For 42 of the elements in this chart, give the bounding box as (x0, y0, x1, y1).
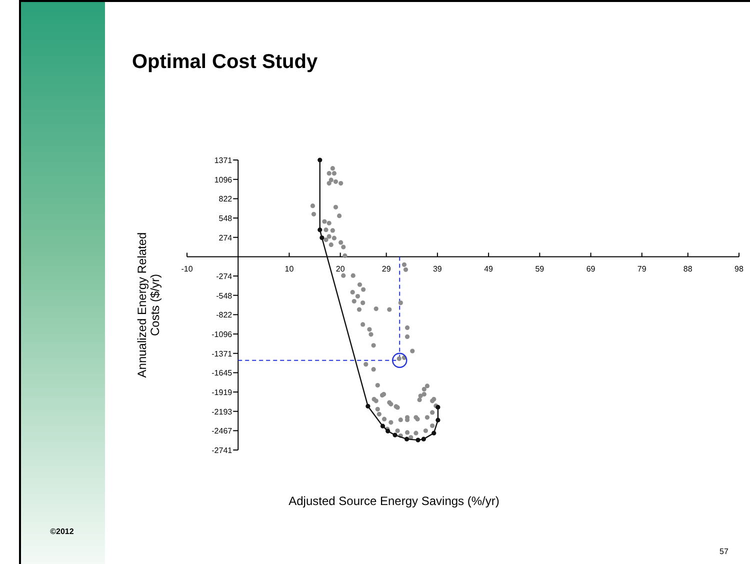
y-tick-label: -822 (216, 310, 233, 320)
y-tick-label: -1371 (212, 349, 233, 358)
point (318, 228, 322, 232)
x-tick-label: 59 (535, 264, 545, 274)
x-tick-label: -10 (181, 264, 194, 274)
x-tick-label: 88 (683, 264, 693, 274)
point (366, 404, 370, 409)
y-tick-label: 274 (218, 233, 233, 242)
y-tick-label: -2193 (212, 407, 233, 416)
y-tick-label: -548 (216, 291, 233, 300)
y-tick-label: -2741 (212, 446, 233, 455)
y-tick-label: -1919 (212, 388, 233, 398)
x-tick-label: 98 (734, 264, 744, 274)
point (380, 424, 386, 428)
x-tick-label: 69 (586, 264, 596, 274)
point (404, 436, 410, 442)
y-tick-label: -274 (216, 272, 233, 282)
chart-title: Optimal Cost Study (132, 51, 318, 73)
text: 57 (720, 547, 729, 556)
x-tick-label: 20 (336, 264, 346, 274)
x-tick-label: 10 (284, 264, 294, 274)
point (318, 158, 322, 162)
point (416, 438, 420, 442)
x-tick-label: 49 (484, 264, 494, 274)
x-tick-label: 79 (637, 264, 647, 274)
y-tick-label: -1096 (212, 330, 233, 339)
point (436, 418, 440, 422)
y-tick-label: 548 (218, 214, 233, 224)
y-tick-label: 1371 (214, 156, 233, 165)
y-tick-label: 822 (218, 194, 233, 204)
y-tick-label: -1645 (212, 368, 233, 378)
x-axis-title: Adjusted Source Energy Savings (%/yr) (288, 494, 500, 508)
y-tick-label: -2467 (212, 426, 233, 436)
y-tick-label: 1096 (214, 175, 233, 184)
y-axis-title: Annualized Energy Related Costs ($/yr) (135, 232, 162, 378)
point (392, 432, 398, 438)
x-tick-label: 29 (382, 264, 392, 274)
text: ©2012 (50, 527, 74, 536)
point (432, 430, 436, 436)
point (421, 436, 426, 442)
x-tick-label: 39 (432, 264, 442, 274)
point (320, 235, 324, 240)
